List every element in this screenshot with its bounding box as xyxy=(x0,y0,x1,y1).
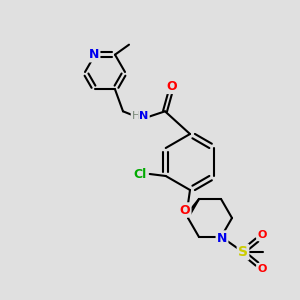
Text: N: N xyxy=(89,48,99,61)
Text: N: N xyxy=(140,111,148,121)
Text: H: H xyxy=(132,111,140,121)
Text: O: O xyxy=(180,203,190,217)
Text: Cl: Cl xyxy=(133,167,146,181)
Text: N: N xyxy=(217,232,227,244)
Text: O: O xyxy=(167,80,177,93)
Text: O: O xyxy=(257,264,267,274)
Text: S: S xyxy=(238,245,248,259)
Text: O: O xyxy=(257,230,267,240)
